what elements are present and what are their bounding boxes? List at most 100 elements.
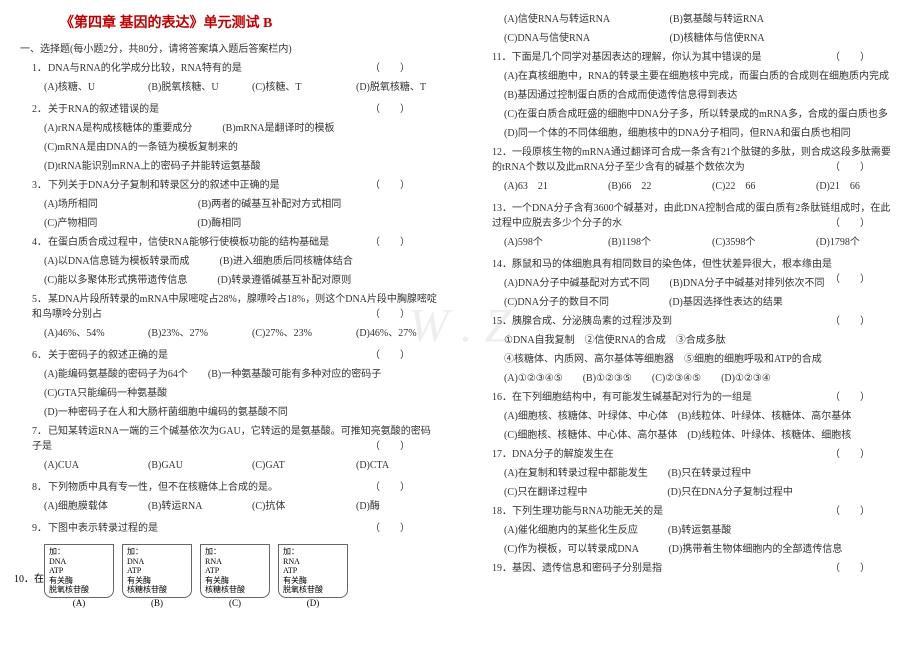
option: (A)在复制和转录过程中都能发生 (B)只在转录过程中	[480, 466, 900, 482]
question-num: 14．	[492, 257, 512, 272]
q10-prefix: 10．在	[14, 570, 44, 585]
option: (A)催化细胞内的某些化生反应 (B)转运氨基酸	[480, 523, 900, 539]
question: 8．下列物质中具有专一性，但不在核糖体上合成的是。 （ ）	[20, 480, 440, 495]
tube-line: ATP	[49, 566, 109, 576]
question-num: 1．	[32, 61, 48, 76]
option: (D)酶	[356, 499, 440, 515]
tube-line: 脱氧核苷酸	[49, 585, 109, 595]
option: (C)能以多聚体形式携带遗传信息 (D)转录遵循碱基互补配对原则	[20, 273, 440, 289]
tube-wrapper: 加：RNAATP有关酶核糖核苷酸(C)	[200, 544, 270, 608]
question-text: DNA与RNA的化学成分比较，RNA特有的是	[48, 63, 242, 74]
tube-wrapper: 加：DNAATP有关酶核糖核苷酸(B)	[122, 544, 192, 608]
question: 5．某DNA片段所转录的mRNA中尿嘧啶占28%，腺嘌呤占18%，则这个DNA片…	[20, 292, 440, 322]
option: (B)23%、27%	[148, 326, 232, 342]
left-column: 《第四章 基因的表达》单元测试 B 一、选择题(每小题2分，共80分，请将答案填…	[0, 0, 460, 651]
option: (C)GAT	[252, 458, 336, 474]
tube-line: ATP	[283, 566, 343, 576]
question: 17．DNA分子的解旋发生在（ ）	[480, 447, 900, 462]
question-num: 8．	[32, 480, 48, 495]
option: (C)22 66	[712, 179, 796, 195]
question-text: DNA分子的解旋发生在	[512, 449, 614, 460]
option: (C)mRNA是由DNA的一条链为模板复制来的	[20, 140, 440, 156]
answer-bracket: （ ）	[370, 102, 410, 117]
question: 19．基因、遗传信息和密码子分别是指（ ）	[480, 561, 900, 576]
option: ①DNA自我复制 ②信使RNA的合成 ③合成多肽	[480, 333, 900, 349]
tube-diagram: 加：RNAATP有关酶脱氧核苷酸	[278, 544, 348, 598]
question-text: 胰腺合成、分泌胰岛素的过程涉及到	[512, 316, 672, 327]
tube-label: (A)	[44, 598, 114, 608]
tube-wrapper: 加：RNAATP有关酶脱氧核苷酸(D)	[278, 544, 348, 608]
option: (D)同一个体的不同体细胞，细胞核中的DNA分子相同，但RNA和蛋白质也相同	[480, 126, 900, 142]
option: (D)CTA	[356, 458, 440, 474]
tube-line: 核糖核苷酸	[205, 585, 265, 595]
answer-bracket: （ ）	[370, 235, 410, 250]
option: (D)46%、27%	[356, 326, 440, 342]
answer-bracket: （ ）	[370, 439, 410, 454]
question: 16．在下列细胞结构中，有可能发生碱基配对行为的一组是 （ ）	[480, 390, 900, 405]
answer-bracket: （ ）	[830, 50, 870, 65]
option: (A)能编码氨基酸的密码子为64个 (B)一种氨基酸可能有多种对应的密码子	[20, 367, 440, 383]
tube-label: (B)	[122, 598, 192, 608]
option: (C)只在翻译过程中 (D)只在DNA分子复制过程中	[480, 485, 900, 501]
question-num: 7．	[32, 424, 48, 439]
option: (B)基因通过控制蛋白质的合成而使遗传信息得到表达	[480, 88, 900, 104]
option: (A)以DNA信息链为模板转录而成 (B)进入细胞质后同核糖体结合	[20, 254, 440, 270]
question: 14．豚鼠和马的体细胞具有相同数目的染色体，但性状差异很大，根本缘由是（ ）	[480, 257, 900, 272]
tubes-container: 加：DNAATP有关酶脱氧核苷酸(A)加：DNAATP有关酶核糖核苷酸(B)加：…	[44, 544, 440, 608]
question-text: 基因、遗传信息和密码子分别是指	[512, 563, 662, 574]
question-text: 下面是几个同学对基因表达的理解，你认为其中错误的是	[512, 52, 762, 63]
question-text: 在下列细胞结构中，有可能发生碱基配对行为的一组是	[512, 392, 752, 403]
tube-tag: 加：	[127, 547, 187, 557]
answer-bracket: （ ）	[830, 390, 870, 405]
question: 4．在蛋白质合成过程中，信使RNA能够行使模板功能的结构基础是（ ）	[20, 235, 440, 250]
question-num: 2．	[32, 102, 48, 117]
question-text: 关于密码子的叙述正确的是	[48, 350, 168, 361]
question-num: 12．	[492, 145, 512, 160]
question-text: 在蛋白质合成过程中，信使RNA能够行使模板功能的结构基础是	[48, 237, 329, 248]
question: 1．DNA与RNA的化学成分比较，RNA特有的是（ ）	[20, 61, 440, 76]
answer-bracket: （ ）	[370, 307, 410, 322]
option: (C)作为模板，可以转录成DNA (D)携带着生物体细胞内的全部遗传信息	[480, 542, 900, 558]
option: (B)GAU	[148, 458, 232, 474]
option: (A)核糖、U	[44, 80, 128, 96]
question: 6．关于密码子的叙述正确的是（ ）	[20, 348, 440, 363]
question-num: 3．	[32, 178, 48, 193]
option: (C)GTA只能编码一种氨基酸	[20, 386, 440, 402]
question-text: 下列物质中具有专一性，但不在核糖体上合成的是。	[48, 482, 278, 493]
question: 12．一段原核生物的mRNA通过翻译可合成一条含有21个肽键的多肽，则合成这段多…	[480, 145, 900, 175]
tube-label: (D)	[278, 598, 348, 608]
tube-line: ATP	[205, 566, 265, 576]
page-title: 《第四章 基因的表达》单元测试 B	[20, 12, 440, 32]
question: 13．一个DNA分子含有3600个碱基对，由此DNA控制合成的蛋白质有2条肽链组…	[480, 201, 900, 231]
question-num: 13．	[492, 201, 512, 216]
option: (A)46%、54%	[44, 326, 128, 342]
option: (A)CUA	[44, 458, 128, 474]
answer-bracket: （ ）	[830, 272, 870, 287]
question-num: 6．	[32, 348, 48, 363]
answer-bracket: （ ）	[370, 480, 410, 495]
question: 3．下列关于DNA分子复制和转录区分的叙述中正确的是（ ）	[20, 178, 440, 193]
tube-tag: 加：	[49, 547, 109, 557]
tube-line: 有关酶	[205, 576, 265, 586]
option: (A)场所相同 (B)两者的碱基互补配对方式相同	[20, 197, 440, 213]
options-row: (A)核糖、U(B)脱氧核糖、U(C)核糖、T(D)脱氧核糖、T	[20, 80, 440, 96]
option: (A)信使RNA与转运RNA (B)氨基酸与转运RNA	[480, 12, 900, 28]
question: 9．下图中表示转录过程的是（ ）	[20, 521, 440, 536]
answer-bracket: （ ）	[370, 178, 410, 193]
tube-line: DNA	[127, 557, 187, 567]
answer-bracket: （ ）	[830, 160, 870, 175]
question-num: 16．	[492, 390, 512, 405]
option: (D)tRNA能识别mRNA上的密码子并能转运氨基酸	[20, 159, 440, 175]
option: (A)rRNA是构成核糖体的重要成分 (B)mRNA是翻译时的模板	[20, 121, 440, 137]
question-num: 18．	[492, 504, 512, 519]
section-header: 一、选择题(每小题2分，共80分，请将答案填入题后答案栏内)	[20, 40, 440, 55]
options-row: (A)CUA (B)GAU (C)GAT (D)CTA	[20, 458, 440, 474]
tube-line: 有关酶	[127, 576, 187, 586]
tube-line: 有关酶	[283, 576, 343, 586]
option: (A)在真核细胞中，RNA的转录主要在细胞核中完成，而蛋白质的合成则在细胞质内完…	[480, 69, 900, 85]
answer-bracket: （ ）	[370, 521, 410, 536]
question: 18．下列生理功能与RNA功能无关的是（ ）	[480, 504, 900, 519]
option: (A)①②③④⑤ (B)①②③⑤ (C)②③④⑤ (D)①②③④	[480, 371, 900, 387]
tube-label: (C)	[200, 598, 270, 608]
option: (C)3598个	[712, 235, 796, 251]
